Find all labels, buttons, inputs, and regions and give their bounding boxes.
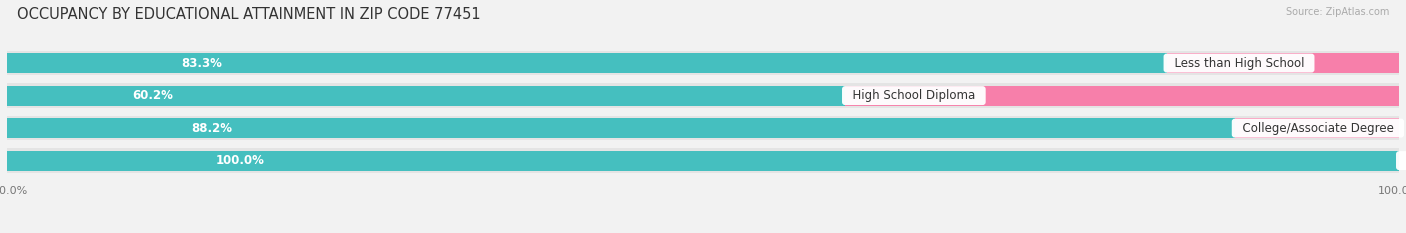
Text: 88.2%: 88.2% (191, 122, 232, 135)
Text: Less than High School: Less than High School (1167, 57, 1312, 70)
Bar (7, 116, 1399, 140)
Text: OCCUPANCY BY EDUCATIONAL ATTAINMENT IN ZIP CODE 77451: OCCUPANCY BY EDUCATIONAL ATTAINMENT IN Z… (17, 7, 481, 22)
Bar (7, 83, 1399, 108)
Bar (1234, 118, 1399, 138)
Bar (7, 118, 1234, 138)
Text: 60.2%: 60.2% (132, 89, 173, 102)
Text: 83.3%: 83.3% (181, 57, 222, 70)
Bar (7, 86, 845, 106)
Bar (7, 151, 1399, 171)
Text: Bachelor's Degree or higher: Bachelor's Degree or higher (1399, 154, 1406, 167)
Text: Source: ZipAtlas.com: Source: ZipAtlas.com (1285, 7, 1389, 17)
Bar (7, 51, 1399, 75)
Bar (7, 53, 1167, 73)
Bar (845, 86, 1399, 106)
Text: High School Diploma: High School Diploma (845, 89, 983, 102)
Text: 100.0%: 100.0% (217, 154, 264, 167)
Bar (1167, 53, 1399, 73)
Text: College/Associate Degree: College/Associate Degree (1234, 122, 1402, 135)
Bar (7, 148, 1399, 173)
